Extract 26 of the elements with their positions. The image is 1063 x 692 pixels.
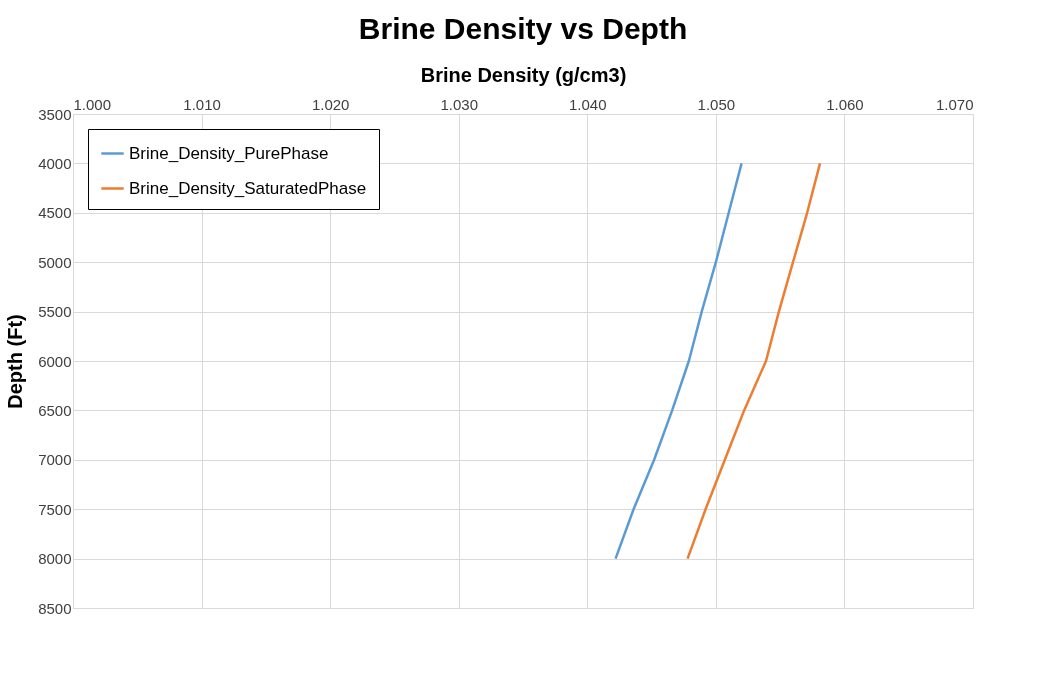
x-tick-label: 1.020: [311, 95, 350, 113]
y-tick-label: 8500: [38, 599, 72, 617]
x-tick-label: 1.050: [697, 95, 736, 113]
x-tick-label: 1.010: [183, 95, 221, 113]
y-tick-label: 4000: [38, 154, 72, 172]
x-tick-label: 1.070: [935, 95, 974, 113]
legend-label: Brine_Density_SaturatedPhase: [129, 178, 367, 198]
y-tick-label: 6500: [38, 401, 72, 419]
y-tick-label: 3500: [38, 105, 72, 123]
line-series: [614, 162, 743, 560]
y-tick-label: 5000: [38, 253, 72, 271]
legend-label: Brine_Density_PurePhase: [129, 143, 329, 163]
y-tick-label: 7000: [38, 451, 72, 469]
x-tick-label: 1.000: [73, 95, 112, 113]
line-series: [686, 162, 822, 560]
chart-title: Brine Density vs Depth: [358, 12, 688, 45]
x-tick-label: 1.040: [569, 95, 607, 113]
y-tick-label: 4500: [38, 204, 72, 222]
x-axis-title: Brine Density (g/cm3): [420, 63, 627, 86]
y-tick-label: 8000: [38, 550, 72, 568]
x-tick-label: 1.030: [440, 95, 478, 113]
x-tick-label: 1.060: [826, 95, 864, 113]
y-tick-label: 7500: [38, 500, 72, 518]
y-axis-title: Depth (Ft): [4, 314, 27, 409]
y-tick-label: 5500: [38, 303, 72, 321]
y-tick-label: 6000: [38, 352, 72, 370]
